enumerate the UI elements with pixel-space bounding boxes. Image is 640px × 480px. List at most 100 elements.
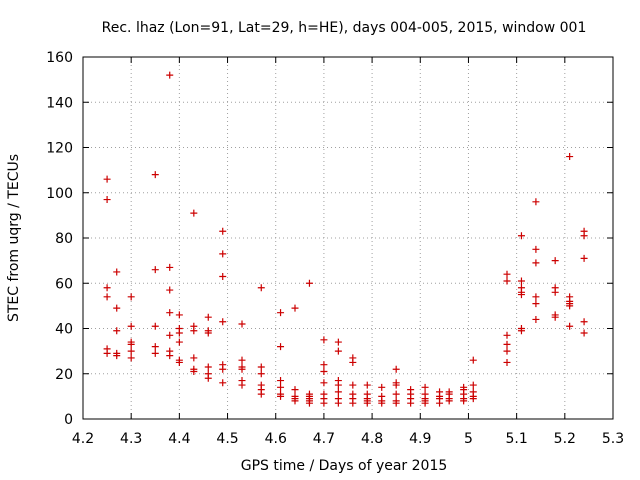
x-tick-label: 4.2 [72, 431, 94, 447]
data-point [517, 277, 525, 285]
data-point [320, 399, 328, 407]
data-point [257, 284, 265, 292]
data-point [551, 313, 559, 321]
data-point [127, 293, 135, 301]
y-tick-label: 120 [46, 141, 73, 157]
data-point [277, 377, 285, 385]
data-point [580, 232, 588, 240]
data-point [503, 340, 511, 348]
data-point [166, 331, 174, 339]
data-point [566, 322, 574, 330]
data-point [532, 315, 540, 323]
data-point [175, 338, 183, 346]
data-point [103, 175, 111, 183]
data-point [277, 383, 285, 391]
data-point [320, 361, 328, 369]
data-point [334, 347, 342, 355]
x-tick-label: 4.5 [216, 431, 238, 447]
data-point [532, 198, 540, 206]
data-point [517, 291, 525, 299]
data-point [103, 293, 111, 301]
x-tick-label: 4.3 [120, 431, 142, 447]
data-point [291, 304, 299, 312]
data-point [238, 365, 246, 373]
data-point [190, 209, 198, 217]
data-point [503, 347, 511, 355]
data-point [532, 300, 540, 308]
data-point [503, 358, 511, 366]
data-point [517, 232, 525, 240]
data-point [166, 71, 174, 79]
data-point [421, 399, 429, 407]
x-tick-label: 4.7 [313, 431, 335, 447]
data-point [219, 272, 227, 280]
axis-ticks [82, 56, 614, 420]
x-tick-label: 5.2 [554, 431, 576, 447]
y-tick-label: 40 [55, 322, 73, 338]
data-point [151, 322, 159, 330]
data-point [127, 347, 135, 355]
x-axis-label: GPS time / Days of year 2015 [241, 458, 448, 474]
axis-tick-labels: 4.2 4.3 4.4 4.5 4.6 4.7 4.8 4.9 5 5.1 5.2 5.3 0 20 40 6… [46, 50, 624, 447]
data-point [363, 381, 371, 389]
data-point [113, 268, 121, 276]
data-point [349, 399, 357, 407]
data-point [378, 383, 386, 391]
data-point [190, 367, 198, 375]
data-point [113, 352, 121, 360]
data-point [291, 386, 299, 394]
data-point [219, 318, 227, 326]
data-point [305, 399, 313, 407]
x-tick-label: 4.6 [265, 431, 287, 447]
data-point [580, 254, 588, 262]
data-point [469, 395, 477, 403]
x-tick-label: 5 [464, 431, 473, 447]
data-point [566, 153, 574, 161]
data-point [580, 329, 588, 337]
data-point [532, 245, 540, 253]
data-point [175, 311, 183, 319]
data-point [277, 343, 285, 351]
data-point [503, 331, 511, 339]
data-point [166, 352, 174, 360]
x-tick-label: 4.8 [361, 431, 383, 447]
data-point [392, 399, 400, 407]
data-point [469, 381, 477, 389]
data-point [257, 370, 265, 378]
data-points [103, 71, 588, 407]
data-point [320, 367, 328, 375]
data-point [320, 336, 328, 344]
data-point [103, 349, 111, 357]
y-tick-label: 160 [46, 50, 73, 66]
data-point [151, 266, 159, 274]
y-tick-label: 140 [46, 95, 73, 111]
data-point [349, 381, 357, 389]
y-tick-label: 80 [55, 231, 73, 247]
data-point [151, 349, 159, 357]
data-point [219, 250, 227, 258]
data-point [151, 343, 159, 351]
data-point [175, 358, 183, 366]
data-point [238, 381, 246, 389]
data-point [551, 257, 559, 265]
data-point [349, 358, 357, 366]
y-tick-label: 60 [55, 276, 73, 292]
data-point [580, 318, 588, 326]
data-point [320, 379, 328, 387]
data-point [190, 354, 198, 362]
data-point [469, 356, 477, 364]
data-point [532, 293, 540, 301]
y-tick-label: 100 [46, 186, 73, 202]
data-point [291, 397, 299, 405]
data-point [175, 329, 183, 337]
data-point [460, 397, 468, 405]
data-point [204, 329, 212, 337]
data-point [503, 270, 511, 278]
data-point [166, 309, 174, 317]
data-point [166, 263, 174, 271]
data-point [407, 399, 415, 407]
x-tick-label: 5.3 [602, 431, 624, 447]
data-point [392, 365, 400, 373]
